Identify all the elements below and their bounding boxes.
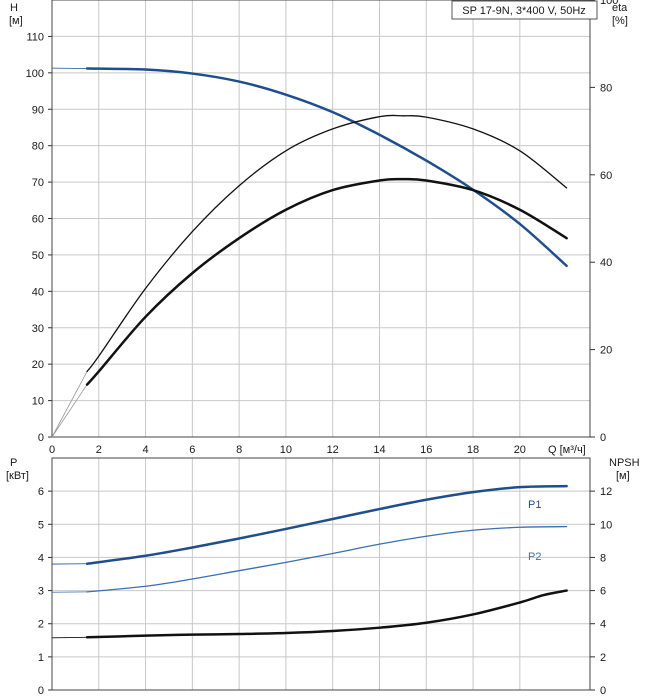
y-tick-label-right: 8	[600, 552, 606, 564]
x-tick-label: 12	[327, 444, 339, 456]
y-tick-label-right: 60	[600, 170, 612, 182]
eta-total-curve	[85, 177, 568, 386]
y-tick-label-left: 0	[38, 432, 44, 444]
y-tick-label-left: 50	[32, 250, 44, 262]
y-tick-label-right: 6	[600, 586, 606, 598]
y-axis-title-npsh: NPSH	[609, 457, 640, 469]
x-tick-label: 6	[189, 444, 195, 456]
y-tick-label-left: 90	[32, 104, 44, 116]
y-axis-title-head: H	[10, 2, 18, 14]
x-tick-label: 8	[236, 444, 242, 456]
series-guide-line	[51, 371, 88, 438]
p2-curve	[86, 525, 568, 593]
y-tick-label-right: 2	[600, 652, 606, 664]
x-tick-label: 18	[467, 444, 479, 456]
plot-frame	[51, 457, 591, 691]
x-tick-label: 20	[514, 444, 526, 456]
y-axis-unit-power: [кВт]	[6, 470, 29, 482]
y-tick-label-left: 30	[32, 323, 44, 335]
npsh-curve	[85, 589, 568, 639]
y-tick-label-left: 0	[38, 685, 44, 697]
y-tick-label-left: 6	[38, 486, 44, 498]
y-tick-label-right: 100	[600, 0, 618, 7]
y-tick-label-left: 5	[38, 519, 44, 531]
y-tick-label-left: 80	[32, 141, 44, 153]
y-tick-label-left: 60	[32, 214, 44, 226]
y-tick-label-right: 10	[600, 519, 612, 531]
y-tick-label-right: 20	[600, 345, 612, 357]
y-axis-unit-head: [м]	[9, 15, 23, 27]
y-tick-label-left: 40	[32, 286, 44, 298]
y-tick-label-right: 80	[600, 82, 612, 94]
chart-title: SP 17-9N, 3*400 V, 50Hz	[462, 5, 586, 17]
x-tick-label: 16	[420, 444, 432, 456]
y-tick-label-right: 12	[600, 486, 612, 498]
y-tick-label-right: 40	[600, 257, 612, 269]
x-tick-label: 10	[280, 444, 292, 456]
series-label-p2: P2	[528, 551, 541, 563]
y-tick-label-right: 0	[600, 685, 606, 697]
p1-curve	[85, 484, 568, 565]
series-guide-line	[51, 384, 88, 438]
series-label-p1: P1	[528, 499, 541, 511]
y-tick-label-left: 3	[38, 586, 44, 598]
x-tick-label: 2	[96, 444, 102, 456]
x-axis-title: Q [м³/ч]	[548, 444, 586, 456]
x-tick-label: 0	[49, 444, 55, 456]
x-tick-label: 14	[373, 444, 385, 456]
x-tick-label: 4	[143, 444, 149, 456]
y-axis-unit-npsh: [м]	[616, 470, 630, 482]
y-tick-label-left: 4	[38, 552, 44, 564]
title-box	[451, 0, 598, 20]
eta-pump-curve	[86, 114, 568, 373]
y-axis-title-power: P	[10, 457, 17, 469]
y-tick-label-left: 10	[32, 396, 44, 408]
y-tick-label-right: 4	[600, 619, 606, 631]
y-tick-label-left: 20	[32, 359, 44, 371]
y-tick-label-left: 70	[32, 177, 44, 189]
y-axis-unit-eta: [%]	[612, 15, 628, 27]
y-tick-label-left: 100	[26, 68, 44, 80]
y-tick-label-right: 0	[600, 432, 606, 444]
top-panel: 0 10 20 30 40 50 60 70 80 90 100 110 0 20 40 60 80 100 0 2 4…	[26, 0, 618, 456]
head-curve	[85, 67, 568, 268]
y-tick-label-left: 110	[26, 31, 44, 43]
y-axis-title-eta: eta	[612, 2, 628, 14]
y-tick-label-left: 1	[38, 652, 44, 664]
y-tick-label-left: 2	[38, 619, 44, 631]
